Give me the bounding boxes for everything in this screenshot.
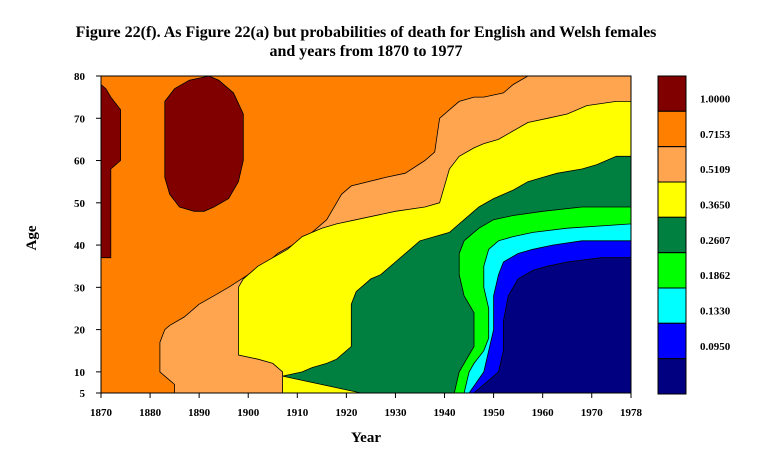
x-axis-label: Year [351, 430, 381, 446]
y-axis-label: Age [24, 225, 40, 250]
y-tick-label: 20 [74, 325, 86, 337]
legend-swatch [657, 287, 687, 324]
legend-swatch [657, 322, 687, 360]
x-tick-label: 1930 [384, 407, 407, 419]
legend-label: 0.3650 [700, 200, 731, 212]
legend-label: 0.0950 [700, 341, 731, 353]
y-tick-label: 30 [74, 282, 86, 294]
legend-swatch [657, 146, 687, 183]
x-tick-label: 1900 [237, 407, 260, 419]
x-tick-label: 1890 [188, 407, 211, 419]
y-tick-label: 5 [80, 388, 86, 400]
contour-region-9 [100, 83, 121, 259]
x-tick-label: 1870 [90, 407, 113, 419]
legend-label: 0.1862 [700, 270, 731, 282]
legend-swatch [657, 75, 687, 112]
legend-swatch [657, 252, 687, 289]
y-tick-label: 40 [74, 240, 86, 252]
legend-label: 0.5109 [700, 164, 731, 176]
legend-swatch [657, 216, 687, 254]
x-tick-label: 1920 [335, 407, 358, 419]
legend-label: 0.1330 [700, 306, 731, 318]
y-tick-label: 70 [74, 113, 86, 125]
y-axis: 5 10 20 30 40 50 60 70 80 [74, 71, 101, 400]
y-tick-label: 10 [74, 367, 86, 379]
x-tick-label: 1910 [286, 407, 309, 419]
color-legend: 1.0000 0.7153 0.5109 0.3650 0.2607 0.1862 0.13… [657, 75, 731, 395]
x-tick-label: 1970 [581, 407, 604, 419]
x-tick-label: 1880 [139, 407, 162, 419]
chart-title-line-1: Figure 22(f). As Figure 22(a) but probab… [76, 24, 657, 41]
contour-region-10 [164, 75, 244, 212]
legend-label: 0.2607 [700, 235, 731, 247]
x-tick-label: 1940 [434, 407, 457, 419]
legend-swatch [657, 110, 687, 148]
contour-regions [100, 75, 632, 394]
plot-frame [100, 75, 632, 394]
chart-title-line-2: and years from 1870 to 1977 [269, 43, 462, 60]
y-tick-label: 80 [74, 71, 86, 83]
x-tick-label: 1960 [532, 407, 555, 419]
x-tick-label: 1950 [483, 407, 506, 419]
legend-swatch [657, 181, 687, 218]
y-tick-label: 60 [74, 156, 86, 168]
legend-label: 0.7153 [700, 129, 731, 141]
legend-swatch [657, 358, 687, 395]
y-tick-label: 50 [74, 198, 86, 210]
legend-label: 1.0000 [700, 94, 731, 106]
x-tick-label: 1978 [620, 407, 643, 419]
x-axis: 1870 1880 1890 1900 1910 1920 1930 1940 1950 1960… [90, 393, 643, 419]
